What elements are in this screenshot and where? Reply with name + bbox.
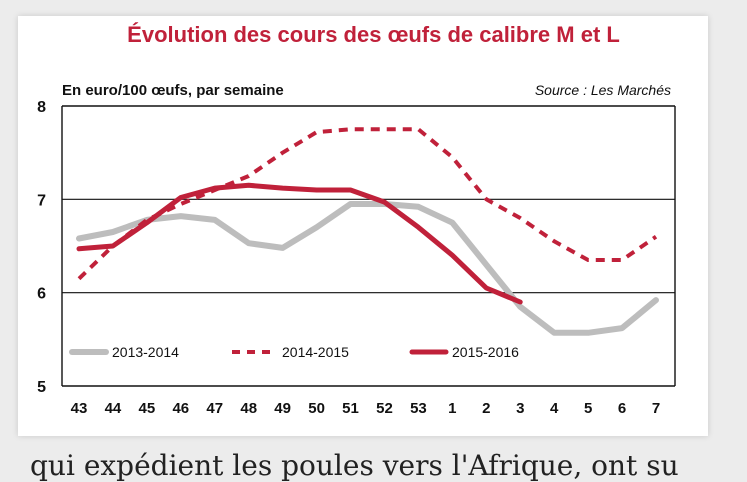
legend-label: 2015-2016 [452,344,519,360]
x-tick-label: 49 [274,400,291,417]
x-tick-label: 44 [105,400,122,417]
x-tick-label: 1 [448,400,456,417]
legend-label: 2013-2014 [112,344,179,360]
chart-title: Évolution des cours des œufs de calibre … [127,22,620,47]
x-tick-label: 52 [376,400,393,417]
x-tick-label: 47 [206,400,223,417]
series-line-2013-2014 [76,201,659,336]
x-tick-label: 50 [308,400,325,417]
x-tick-label: 3 [516,400,524,417]
x-tick-label: 46 [172,400,189,417]
series-line-2015-2016 [76,182,523,305]
x-tick-label: 48 [240,400,257,417]
series-line-2014-2015 [77,127,658,281]
x-tick-label: 43 [71,400,88,417]
x-tick-label: 4 [550,400,559,417]
y-tick-label: 5 [37,379,46,396]
x-tick-label: 53 [410,400,427,417]
source-label: Source : Les Marchés [534,82,671,98]
article-text-fragment: qui expédient les poules vers l'Afrique,… [30,449,679,482]
x-tick-label: 51 [342,400,359,417]
legend-label: 2014-2015 [282,344,349,360]
x-tick-label: 7 [652,400,660,417]
x-tick-label: 45 [139,400,156,417]
y-tick-label: 6 [37,286,46,303]
x-tick-label: 2 [482,400,490,417]
y-tick-label: 8 [37,99,46,116]
y-tick-label: 7 [37,192,46,209]
x-tick-label: 5 [584,400,592,417]
x-tick-label: 6 [618,400,626,417]
unit-label: En euro/100 œufs, par semaine [62,82,284,99]
